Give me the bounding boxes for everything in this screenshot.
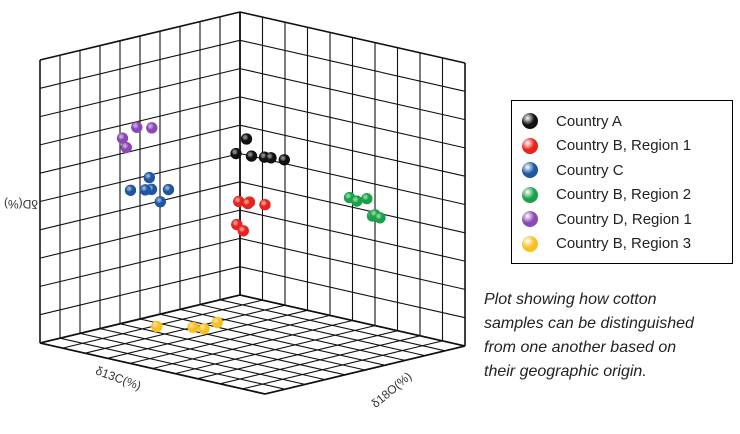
legend-label: Country B, Region 1 xyxy=(556,137,692,154)
legend-marker xyxy=(522,186,538,203)
data-point-highlight xyxy=(278,154,290,166)
data-point-highlight xyxy=(361,193,373,205)
legend-marker xyxy=(522,211,538,227)
axis-line xyxy=(39,342,266,395)
data-point-highlight xyxy=(187,321,199,333)
legend: Country A Country B, Region 1 Country C Cou… xyxy=(511,100,733,264)
grid-line xyxy=(99,328,326,381)
legend-item: Country B, Region 2 xyxy=(522,183,691,207)
data-point-highlight xyxy=(240,133,253,145)
scatter-3d-chart: δ13C(%) δ18O(%) δD(%) xyxy=(4,11,466,411)
grid-line xyxy=(59,337,286,390)
grid-line xyxy=(239,96,466,149)
legend-item: Country D, Region 1 xyxy=(522,207,692,231)
grid-line xyxy=(119,323,346,376)
caption-line: their geographic origin. xyxy=(484,363,647,380)
grid-line xyxy=(39,152,241,203)
data-point-highlight xyxy=(242,198,254,210)
legend-label: Country D, Region 1 xyxy=(556,210,692,228)
data-point-highlight xyxy=(154,196,166,208)
grid-line xyxy=(239,124,466,177)
grid-layer xyxy=(39,11,466,395)
data-point-highlight xyxy=(131,121,143,133)
data-point-highlight xyxy=(351,195,363,207)
caption-line: from one another based on xyxy=(484,339,677,356)
legend-item: Country B, Region 1 xyxy=(522,134,691,158)
caption-line: Plot showing how cotton xyxy=(484,291,657,308)
grid-line xyxy=(39,68,241,118)
grid-line xyxy=(239,11,466,64)
legend-marker xyxy=(522,162,538,178)
grid-line xyxy=(39,39,241,89)
axis-line xyxy=(264,345,466,395)
grid-line xyxy=(242,340,443,390)
legend-label: Country B, Region 3 xyxy=(556,235,692,252)
legend-marker xyxy=(522,137,538,154)
data-point-highlight xyxy=(151,320,163,333)
grid-line xyxy=(239,39,466,92)
data-point-highlight xyxy=(124,184,137,196)
grid-line xyxy=(239,68,466,121)
legend-item: Country C xyxy=(522,158,624,182)
points-layer xyxy=(116,121,386,335)
legend-label: Country B, Region 2 xyxy=(556,186,692,203)
data-point-highlight xyxy=(162,184,175,196)
data-point-highlight xyxy=(143,172,155,184)
grid-line xyxy=(39,11,241,61)
z-axis-label: δD(%) xyxy=(4,197,38,211)
data-point-highlight xyxy=(139,184,151,196)
legend-marker xyxy=(522,235,538,252)
data-point-highlight xyxy=(245,150,258,162)
legend-marker xyxy=(522,113,538,129)
data-point-highlight xyxy=(374,212,386,224)
grid-line xyxy=(152,319,353,370)
data-point-highlight xyxy=(198,323,210,335)
data-point-highlight xyxy=(120,141,132,154)
grid-line xyxy=(39,124,241,174)
grid-line xyxy=(79,332,306,385)
legend-item: Country B, Region 3 xyxy=(522,232,691,256)
caption-line: samples can be distinguished xyxy=(484,315,694,332)
legend-item: Country A xyxy=(522,109,622,133)
y-axis-label: δ18O(%) xyxy=(369,369,415,411)
data-point-highlight xyxy=(230,148,242,160)
data-point-highlight xyxy=(233,195,245,208)
grid-line xyxy=(219,335,421,385)
data-point-highlight xyxy=(116,132,129,144)
data-point-highlight xyxy=(265,152,277,164)
grid-line xyxy=(174,325,376,375)
data-point-highlight xyxy=(146,122,158,134)
grid-line xyxy=(197,330,398,380)
legend-label: Country C xyxy=(556,161,624,179)
grid-line xyxy=(39,96,241,146)
x-axis-label: δ13C(%) xyxy=(94,364,143,393)
data-point-highlight xyxy=(211,316,223,329)
data-point-highlight xyxy=(237,225,249,237)
grid-line xyxy=(239,152,466,206)
legend-label: Country A xyxy=(556,112,622,130)
data-point-highlight xyxy=(259,199,271,211)
chart-caption: Plot showing how cotton samples can be d… xyxy=(484,288,740,384)
